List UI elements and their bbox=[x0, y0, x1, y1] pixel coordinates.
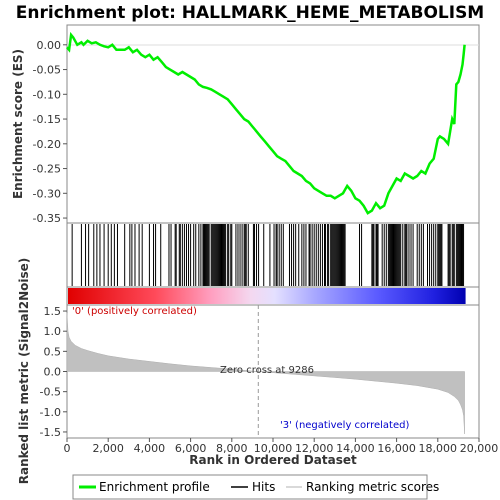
rank-x-axis-label: Rank in Ordered Dataset bbox=[189, 453, 357, 467]
legend-label-enrichment: Enrichment profile bbox=[99, 480, 210, 494]
legend: Enrichment profile Hits Ranking metric s… bbox=[72, 474, 439, 500]
es-plot-area bbox=[66, 24, 480, 224]
rank-x-tick-label: 18,000 bbox=[419, 442, 458, 455]
metric-y-tick-label: 0.0 bbox=[44, 366, 62, 379]
rank-x-tick-label: 16,000 bbox=[377, 442, 416, 455]
es-line bbox=[66, 31, 466, 215]
zero-cross-label: Zero cross at 9286 bbox=[220, 365, 314, 376]
es-y-tick-label: -0.15 bbox=[33, 113, 61, 126]
es-y-tick-label: -0.05 bbox=[33, 64, 61, 77]
rank-x-tick-label: 4,000 bbox=[134, 442, 166, 455]
rank-x-axis: 0 2,000 4,000 6,000 8,000 10,000 12,000 14,000 1… bbox=[64, 438, 499, 455]
metric-y-tick-label: -1.0 bbox=[40, 406, 61, 419]
enrichment-profile-line bbox=[66, 31, 466, 215]
rank-x-tick-label: 10,000 bbox=[254, 442, 293, 455]
rank-x-tick-label: 6,000 bbox=[175, 442, 207, 455]
metric-y-tick-label: -0.5 bbox=[40, 386, 61, 399]
metric-y-tick-label: 1.0 bbox=[44, 325, 62, 338]
es-y-tick-label: 0.00 bbox=[37, 39, 62, 52]
rank-x-tick-label: 14,000 bbox=[336, 442, 375, 455]
rank-colorbar bbox=[66, 286, 480, 306]
chart-title: Enrichment plot: HALLMARK_HEME_METABOLIS… bbox=[16, 3, 484, 23]
rank-x-tick-label: 0 bbox=[64, 442, 71, 455]
es-y-tick-label: -0.35 bbox=[33, 212, 61, 225]
legend-label-hits: Hits bbox=[252, 480, 275, 494]
metric-y-tick-label: 0.5 bbox=[44, 345, 62, 358]
es-y-tick-label: -0.30 bbox=[33, 187, 61, 200]
hits-panel bbox=[66, 222, 480, 288]
legend-frame bbox=[72, 474, 428, 500]
negative-correlation-label: '3' (negatively correlated) bbox=[280, 420, 409, 431]
rank-x-tick-label: 2,000 bbox=[92, 442, 124, 455]
metric-area bbox=[66, 313, 465, 435]
metric-y-tick-label: 1.5 bbox=[44, 305, 62, 318]
rank-x-tick-label: 8,000 bbox=[216, 442, 248, 455]
ranking-metric-area bbox=[66, 313, 465, 435]
rank-x-tick-label: 20,000 bbox=[460, 442, 499, 455]
legend-label-metric: Ranking metric scores bbox=[306, 480, 439, 494]
metric-panel: '0' (positively correlated) Zero cross a… bbox=[17, 258, 498, 485]
es-panel: 0.00-0.05-0.10-0.15-0.20-0.25-0.30-0.35 … bbox=[11, 24, 480, 225]
hits-plot-area bbox=[66, 222, 480, 288]
es-y-tick-label: -0.10 bbox=[33, 88, 61, 101]
metric-y-axis-label: Ranked list metric (Signal2Noise) bbox=[17, 258, 31, 485]
hits-marks bbox=[71, 224, 465, 286]
rank-x-tick-label: 12,000 bbox=[295, 442, 334, 455]
metric-y-axis: 1.5 1.0 0.5 0.0 -0.5 -1.0 -1.5 bbox=[40, 305, 67, 439]
es-y-axis-label: Enrichment score (ES) bbox=[11, 49, 25, 199]
metric-y-tick-label: -1.5 bbox=[40, 426, 61, 439]
es-y-tick-label: -0.20 bbox=[33, 138, 61, 151]
es-y-tick-label: -0.25 bbox=[33, 163, 61, 176]
positive-correlation-label: '0' (positively correlated) bbox=[72, 306, 197, 317]
colorbar-gradient bbox=[68, 288, 466, 304]
es-y-axis: 0.00 -0.05 -0.10 -0.15 -0.20 -0.25 -0.30 -0.35 bbox=[33, 39, 67, 225]
